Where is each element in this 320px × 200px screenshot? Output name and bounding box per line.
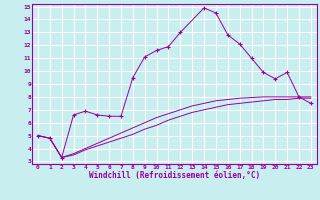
X-axis label: Windchill (Refroidissement éolien,°C): Windchill (Refroidissement éolien,°C) — [89, 171, 260, 180]
